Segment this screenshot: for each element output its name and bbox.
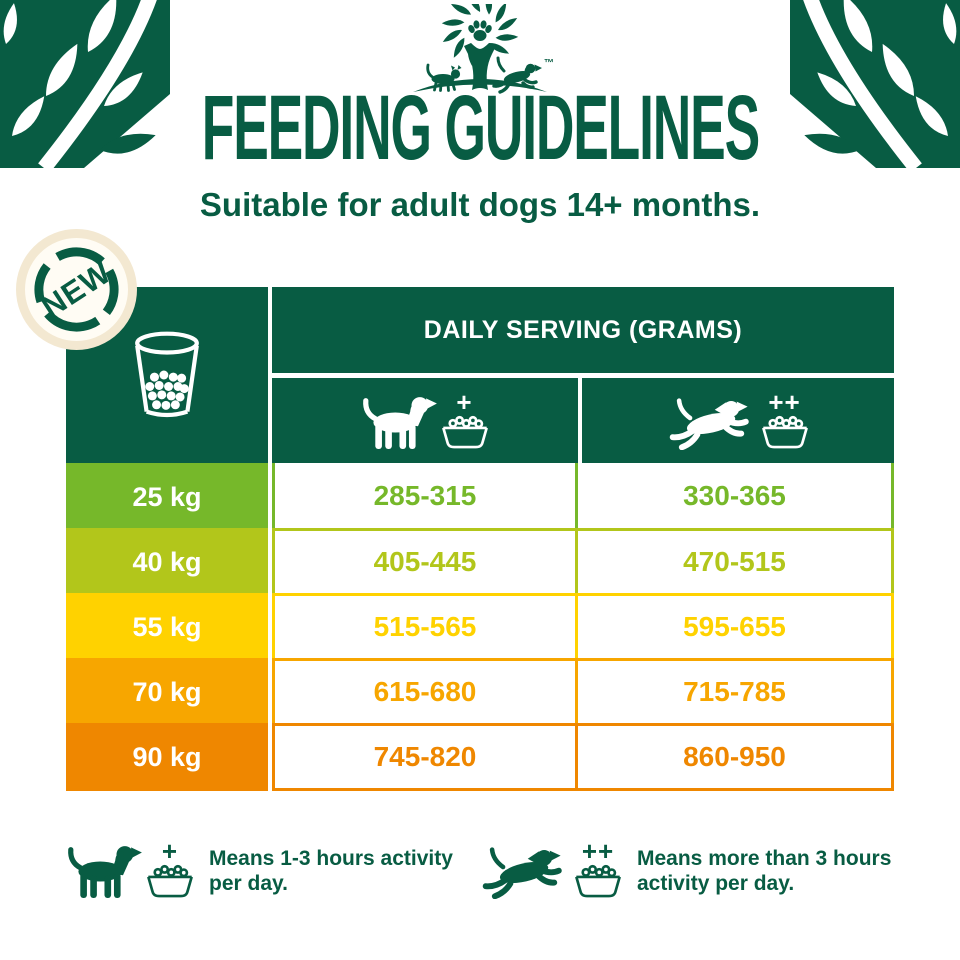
new-badge: NEW	[16, 229, 137, 350]
serving-high-cell: 595-655	[575, 593, 894, 661]
weight-cell: 70 kg	[66, 658, 268, 726]
table-header: DAILY SERVING (GRAMS) +	[66, 287, 894, 463]
plus-plus-and-bowl: ++	[573, 836, 623, 899]
serving-high-cell: 860-950	[575, 723, 894, 791]
plus-plus-icon: ++	[581, 836, 615, 866]
plus-and-bowl: +	[440, 386, 490, 450]
serving-moderate-cell: 615-680	[272, 658, 578, 726]
jumping-dog-icon	[667, 397, 757, 450]
table-row: 55 kg 515-565 595-655	[66, 593, 894, 661]
feeding-table: DAILY SERVING (GRAMS) +	[66, 287, 894, 791]
brand-tree-paw-logo: ™	[413, 4, 554, 94]
serving-high-cell: 330-365	[575, 463, 894, 531]
jumping-dog-icon	[480, 846, 570, 899]
serving-high-cell: 470-515	[575, 528, 894, 596]
activity-legend: + Means 1-3 hours activity per day. ++ M…	[66, 834, 894, 899]
weight-cell: 25 kg	[66, 463, 268, 531]
serving-moderate-cell: 405-445	[272, 528, 578, 596]
plus-icon: +	[161, 836, 179, 866]
standing-dog-with-bowl-icon: +	[66, 836, 195, 899]
legend-item-moderate: + Means 1-3 hours activity per day.	[66, 834, 480, 899]
column-header-high-activity: ++	[582, 378, 894, 463]
table-row: 40 kg 405-445 470-515	[66, 528, 894, 596]
new-badge-dashed-circle-icon	[34, 247, 119, 332]
jumping-dog-with-bowl-icon: ++	[480, 836, 623, 899]
standing-dog-with-bowl-icon: +	[361, 386, 490, 450]
food-bowl-icon	[145, 864, 195, 899]
table-row: 25 kg 285-315 330-365	[66, 463, 894, 531]
standing-dog-icon	[66, 844, 142, 899]
jumping-dog-with-bowl-icon: ++	[667, 386, 810, 450]
kibble-cup-icon	[129, 329, 205, 421]
legend-text-high: Means more than 3 hours activity per day…	[637, 847, 892, 896]
new-badge-ring: NEW	[16, 229, 137, 350]
page-title: FEEDING GUIDELINES	[201, 77, 759, 179]
food-bowl-icon	[573, 864, 623, 899]
serving-moderate-cell: 515-565	[272, 593, 578, 661]
weight-cell: 40 kg	[66, 528, 268, 596]
paw-print-icon	[468, 20, 492, 41]
food-bowl-icon	[440, 415, 490, 450]
logo-dog-silhouette	[492, 56, 542, 94]
plus-plus-icon: ++	[768, 386, 801, 417]
weight-cell: 55 kg	[66, 593, 268, 661]
food-bowl-icon	[760, 415, 810, 450]
weight-cell: 90 kg	[66, 723, 268, 791]
legend-text-moderate: Means 1-3 hours activity per day.	[209, 847, 453, 896]
table-row: 90 kg 745-820 860-950	[66, 723, 894, 791]
serving-moderate-cell: 285-315	[272, 463, 578, 531]
plus-icon: +	[456, 386, 473, 417]
plus-and-bowl: +	[145, 836, 195, 899]
standing-dog-icon	[361, 395, 437, 450]
column-header-moderate-activity: +	[272, 378, 578, 463]
serving-header-group: DAILY SERVING (GRAMS) +	[272, 287, 894, 463]
activity-column-headers: + ++	[272, 378, 894, 463]
legend-item-high: ++ Means more than 3 hours activity per …	[480, 834, 894, 899]
table-row: 70 kg 615-680 715-785	[66, 658, 894, 726]
plus-plus-and-bowl: ++	[760, 386, 810, 450]
trademark-symbol: ™	[544, 58, 554, 69]
logo-cat-silhouette	[426, 63, 462, 92]
page-subtitle: Suitable for adult dogs 14+ months.	[199, 186, 761, 223]
serving-moderate-cell: 745-820	[272, 723, 578, 791]
serving-header: DAILY SERVING (GRAMS)	[272, 287, 894, 373]
serving-high-cell: 715-785	[575, 658, 894, 726]
